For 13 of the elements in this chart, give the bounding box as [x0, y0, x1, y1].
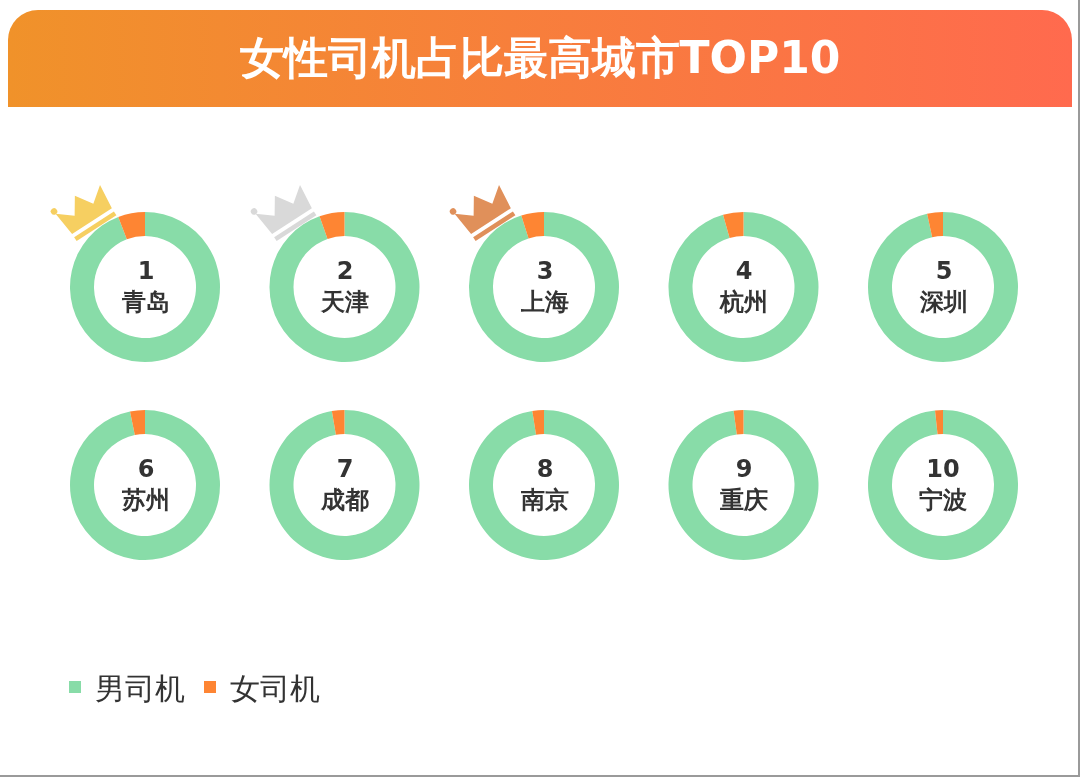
- slice-label: 4 杭州: [719, 257, 768, 317]
- slice-label: 2 天津: [320, 257, 369, 317]
- slice-label: 1 青岛: [121, 257, 170, 317]
- slice-label: 6 苏州: [121, 455, 170, 515]
- chart-title: 女性司机占比最高城市TOP10: [239, 32, 841, 84]
- legend-label: 女司机: [230, 670, 320, 706]
- slice-label: 9 重庆: [719, 455, 768, 515]
- slice-label: 10 宁波: [919, 455, 967, 515]
- legend-label: 男司机: [95, 670, 185, 706]
- slice-label: 5 深圳: [919, 257, 968, 317]
- slice-label: 7 成都: [320, 455, 369, 515]
- slice-label: 3 上海: [520, 257, 569, 317]
- slice-label: 8 南京: [520, 455, 569, 515]
